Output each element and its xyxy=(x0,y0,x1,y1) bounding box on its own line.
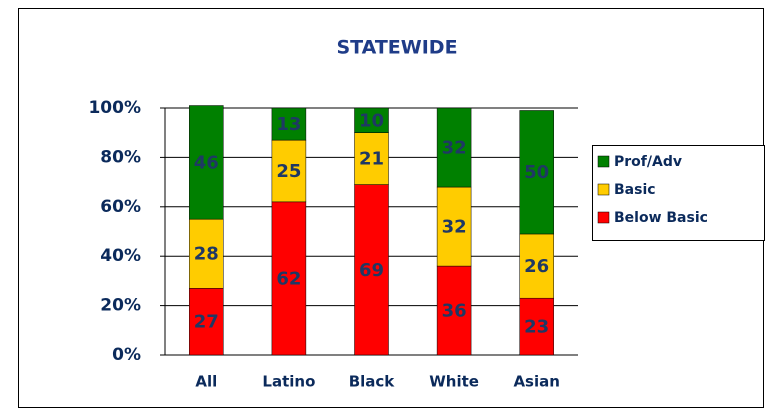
data-label: 32 xyxy=(442,217,467,238)
y-tick-label: 40% xyxy=(100,246,141,266)
data-label: 23 xyxy=(524,317,549,338)
data-label: 21 xyxy=(359,149,384,170)
data-label: 13 xyxy=(276,114,301,135)
y-tick-label: 0% xyxy=(112,345,141,365)
data-label: 69 xyxy=(359,260,384,281)
legend-swatch xyxy=(597,211,610,224)
bar-segment xyxy=(519,110,554,235)
data-label: 10 xyxy=(359,110,384,131)
legend-swatch xyxy=(597,155,610,168)
bar-segment xyxy=(436,186,472,267)
bar-segment xyxy=(436,107,472,188)
legend-label: Prof/Adv xyxy=(614,154,682,170)
x-tick-label: All xyxy=(195,373,217,391)
x-tick-label: Latino xyxy=(262,373,315,391)
legend-label: Basic xyxy=(614,182,656,198)
bar-segment xyxy=(519,297,554,356)
data-label: 28 xyxy=(194,244,219,265)
bar-segment xyxy=(189,288,224,356)
y-tick-label: 80% xyxy=(100,147,141,167)
data-label: 25 xyxy=(276,161,301,182)
bar-segment xyxy=(436,265,472,356)
bar-segment xyxy=(354,184,389,356)
data-label: 46 xyxy=(194,152,219,173)
legend-label: Below Basic xyxy=(614,210,708,226)
chart-title: STATEWIDE xyxy=(336,37,457,59)
y-tick-label: 20% xyxy=(100,296,141,316)
data-label: 32 xyxy=(442,138,467,159)
y-tick-label: 60% xyxy=(100,197,141,217)
bar-segment xyxy=(354,132,389,185)
bar-segment xyxy=(271,107,307,141)
data-label: 36 xyxy=(442,301,467,322)
legend-box xyxy=(592,145,765,241)
bar-segment xyxy=(519,233,554,299)
y-tick-label: 100% xyxy=(88,98,141,118)
bar-segment xyxy=(354,107,389,133)
bar-segment xyxy=(189,105,224,220)
data-label: 62 xyxy=(276,268,301,289)
x-tick-label: Asian xyxy=(513,373,559,391)
data-label: 26 xyxy=(524,256,549,277)
bar-segment xyxy=(271,201,307,356)
x-tick-label: Black xyxy=(349,373,396,391)
data-label: 50 xyxy=(524,162,549,183)
legend-swatch xyxy=(597,183,610,196)
data-label: 27 xyxy=(194,312,219,333)
x-tick-label: White xyxy=(429,373,479,391)
bar-segment xyxy=(189,218,224,289)
bar-segment xyxy=(271,139,307,203)
